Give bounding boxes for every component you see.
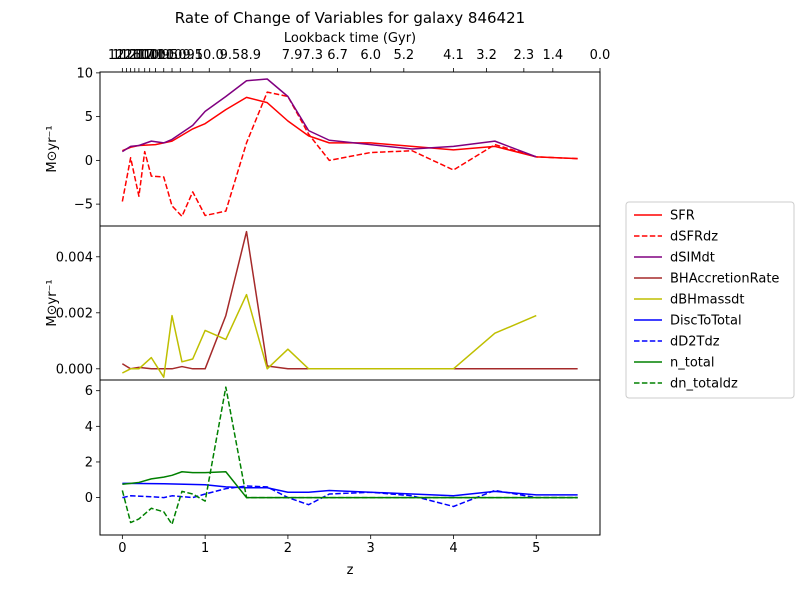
- panels-group: 12.211.612.112.011.711.011.110.910.510.0…: [45, 48, 610, 556]
- top-axis-tick-label: 0.0: [590, 48, 611, 63]
- top-axis-tick-label: 11.1: [135, 48, 164, 63]
- legend-label: DiscToTotal: [670, 314, 742, 329]
- top-axis-tick-label: 9.5: [182, 48, 203, 63]
- top-axis-tick-label: 4.1: [443, 48, 464, 63]
- top-axis-tick-label: 12.0: [120, 48, 149, 63]
- top-axis-tick-label: 11.7: [124, 48, 153, 63]
- top-axis-tick-label: 7.9: [282, 48, 303, 63]
- top-axis-tick-label: 11.6: [112, 48, 141, 63]
- x-axis-label: z: [347, 563, 354, 578]
- legend-label: dSIMdt: [670, 251, 715, 266]
- panel-series-group: [121, 230, 578, 378]
- legend-label: dSFRdz: [670, 230, 718, 245]
- legend: SFR dSFRdz dSIMdt BHAccretionRate dBHmassdt D…: [625, 201, 795, 399]
- y-axis-tick-label: 0: [85, 154, 93, 169]
- top-axis-tick-label: 2.3: [513, 48, 534, 63]
- legend-label: dD2Tdz: [670, 335, 720, 350]
- x-axis-tick-label: 1: [201, 541, 209, 556]
- top-axis-tick-label: 10.5: [149, 48, 178, 63]
- legend-label: BHAccretionRate: [670, 272, 779, 287]
- top-axis-label: Lookback time (Gyr): [284, 31, 416, 46]
- series-line-BHAccretionRate: [121, 230, 578, 370]
- panel-frame: [99, 71, 601, 227]
- legend-frame: [625, 201, 795, 399]
- series-line-dSFRdz: [121, 91, 578, 218]
- top-axis-tick-label: 11.0: [130, 48, 159, 63]
- x-axis-tick-label: 0: [118, 541, 126, 556]
- y-axis-tick-label: 10: [76, 66, 93, 81]
- top-axis-tick-label: 10.0: [195, 48, 224, 63]
- series-line-dD2Tdz: [122, 485, 578, 508]
- x-axis-tick-label: 5: [532, 541, 540, 556]
- panel-frame: [99, 225, 601, 381]
- top-axis-tick-label: 9.5: [220, 48, 241, 63]
- y-axis-tick-label: 0: [85, 491, 93, 506]
- panel-series-group: [121, 78, 578, 218]
- y-axis-tick-label: 6: [85, 384, 93, 399]
- top-axis-tick-label: 6.0: [360, 48, 381, 63]
- y-axis-tick-label: −5: [74, 198, 93, 213]
- y-axis-tick-label: 0.002: [56, 306, 93, 321]
- x-axis-tick-label: 2: [284, 541, 292, 556]
- top-axis-tick-label: 12.2: [108, 48, 137, 63]
- series-line-n_total: [122, 471, 578, 499]
- y-axis-label: M⊙yr⁻¹: [45, 279, 60, 326]
- y-axis-tick-label: 4: [85, 420, 93, 435]
- series-line-DiscToTotal: [122, 482, 578, 497]
- panel-2: 0.000 0.002 0.004 M⊙yr⁻¹: [45, 225, 601, 381]
- top-axis-tick-label: 12.1: [116, 48, 145, 63]
- series-line-SFR: [122, 96, 578, 160]
- y-axis-label: M⊙yr⁻¹: [45, 125, 60, 172]
- legend-label: SFR: [670, 209, 695, 224]
- series-line-dSIMdt: [121, 78, 537, 158]
- top-axis-tick-label: 10.9: [141, 48, 170, 63]
- y-axis-tick-label: 5: [85, 110, 93, 125]
- top-axis-tick-label: 5.2: [393, 48, 414, 63]
- top-axis-tick-label: 6.7: [327, 48, 348, 63]
- panel-3: 0 2 4 6: [85, 379, 601, 536]
- y-axis-tick-label: 0.000: [56, 362, 93, 377]
- top-axis-tick-label: 7.3: [302, 48, 323, 63]
- legend-label: dn_totaldz: [670, 377, 738, 392]
- top-axis-tick-label: 10.0: [158, 48, 187, 63]
- y-axis-tick-label: 2: [85, 455, 93, 470]
- y-axis-tick-label: 0.004: [56, 250, 93, 265]
- panel-frame: [99, 379, 601, 536]
- panel-1: −5 0 5 10 M⊙yr⁻¹: [45, 66, 601, 227]
- top-axis-tick-label: 10.9: [166, 48, 195, 63]
- x-axis-tick-label: 4: [449, 541, 457, 556]
- x-axis-tick-label: 3: [367, 541, 375, 556]
- top-axis-tick-label: 3.2: [476, 48, 497, 63]
- series-line-dBHmassdt: [122, 293, 537, 378]
- series-line-dn_totaldz: [121, 386, 578, 526]
- top-axis-tick-label: 8.9: [240, 48, 261, 63]
- chart-title: Rate of Change of Variables for galaxy 8…: [175, 9, 525, 27]
- top-axis-tick-label: 1.4: [542, 48, 563, 63]
- legend-label: n_total: [670, 356, 714, 371]
- legend-label: dBHmassdt: [670, 293, 744, 308]
- panel-series-group: [121, 386, 578, 526]
